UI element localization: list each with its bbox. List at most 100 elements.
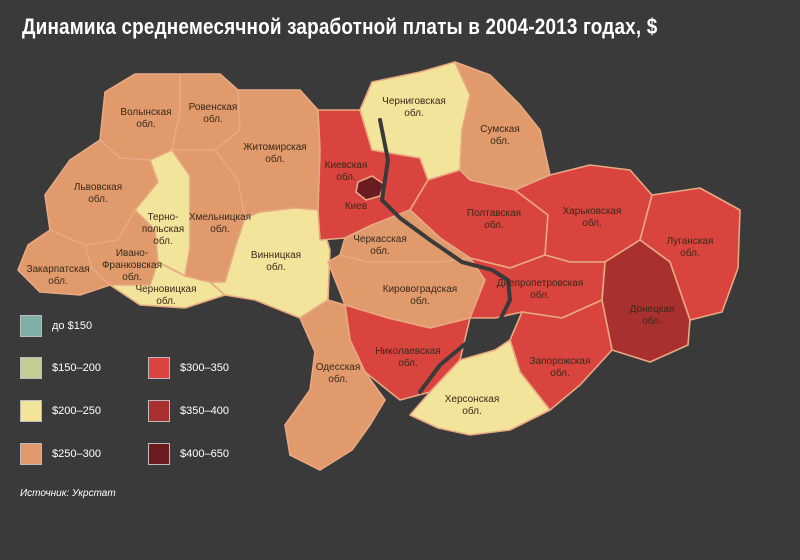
region-label-line: Одесская bbox=[316, 362, 361, 373]
region-label-khmelnytskyi: Хмельницкая обл. bbox=[189, 212, 251, 235]
region-label-line: Киевская bbox=[325, 160, 368, 171]
legend-item-300-350: $300–350 bbox=[148, 357, 229, 379]
legend-label: $300–350 bbox=[180, 362, 229, 374]
legend-label: $200–250 bbox=[52, 405, 101, 417]
region-label-line: обл. bbox=[642, 315, 661, 327]
region-label-line: Житомирская bbox=[243, 142, 306, 153]
source-note: Источник: Укрстат bbox=[20, 488, 116, 499]
region-label-volyn: Волынская обл. bbox=[120, 107, 171, 130]
region-label-ivano-frankivsk: Ивано-Франковская обл. bbox=[102, 248, 162, 283]
legend-swatch bbox=[148, 400, 170, 422]
legend-swatch bbox=[148, 443, 170, 465]
region-label-line: обл. bbox=[336, 171, 355, 183]
legend-item-up-to-150: до $150 bbox=[20, 315, 92, 337]
region-label-ternopil: Терно-польская обл. bbox=[142, 212, 184, 247]
legend-item-200-250: $200–250 bbox=[20, 400, 101, 422]
region-label-poltava: Полтавская обл. bbox=[467, 208, 521, 231]
region-label-line: Запорожская bbox=[530, 356, 591, 367]
region-label-mykolaiv: Николаевская обл. bbox=[375, 346, 440, 369]
region-label-line: обл. bbox=[484, 219, 503, 231]
legend-label: $250–300 bbox=[52, 448, 101, 460]
region-label-line: Полтавская bbox=[467, 208, 521, 219]
region-label-dnipropetrovsk: Днепропетровская обл. bbox=[497, 278, 584, 301]
region-label-line: Херсонская bbox=[445, 394, 500, 405]
region-label-line: Ивано- bbox=[116, 248, 148, 259]
region-kyiv-city[interactable] bbox=[355, 175, 385, 201]
region-label-zakarpattia: Закарпатская обл. bbox=[26, 264, 89, 287]
region-label-line: обл. bbox=[203, 113, 222, 125]
region-label-line: Волынская bbox=[120, 107, 171, 118]
region-label-line: обл. bbox=[210, 223, 229, 235]
region-label-line: обл. bbox=[136, 118, 155, 130]
region-label-line: Винницкая bbox=[251, 250, 301, 261]
region-label-chernihiv: Черниговская обл. bbox=[382, 96, 446, 119]
legend-label: $400–650 bbox=[180, 448, 229, 460]
region-kherson[interactable] bbox=[409, 339, 551, 436]
legend-label: $150–200 bbox=[52, 362, 101, 374]
region-label-line: Днепропетровская bbox=[497, 278, 584, 289]
region-label-kyiv-city: Киев bbox=[345, 201, 367, 212]
region-label-line: Закарпатская bbox=[26, 264, 89, 275]
region-label-odesa: Одесская обл. bbox=[316, 362, 361, 385]
region-label-cherkasy: Черкасская обл. bbox=[353, 234, 407, 257]
region-label-line: Хмельницкая bbox=[189, 212, 251, 223]
region-label-line: обл. bbox=[266, 261, 285, 273]
region-label-luhansk: Луганская обл. bbox=[667, 236, 714, 259]
region-label-line: польская bbox=[142, 224, 184, 235]
region-label-line: Черниговская bbox=[382, 96, 446, 107]
region-label-line: Кировоградская bbox=[383, 284, 457, 295]
region-label-lviv: Львовская обл. bbox=[74, 182, 122, 205]
region-label-line: Харьковская bbox=[563, 206, 622, 217]
legend-item-400-650: $400–650 bbox=[148, 443, 229, 465]
legend-swatch bbox=[20, 400, 42, 422]
legend-label: $350–400 bbox=[180, 405, 229, 417]
legend-swatch bbox=[20, 357, 42, 379]
region-label-vinnytsia: Винницкая обл. bbox=[251, 250, 301, 273]
legend-label: до $150 bbox=[52, 320, 93, 332]
legend-item-250-300: $250–300 bbox=[20, 443, 101, 465]
region-label-line: обл. bbox=[462, 405, 481, 417]
region-label-line: Донецкая bbox=[630, 304, 675, 315]
region-label-line: Сумская bbox=[480, 124, 520, 135]
region-label-kyiv-obl: Киевская обл. bbox=[325, 160, 368, 183]
region-odesa[interactable] bbox=[284, 299, 386, 471]
region-label-kherson: Херсонская обл. bbox=[445, 394, 500, 417]
region-label-sumy: Сумская обл. bbox=[480, 124, 520, 147]
region-label-line: обл. bbox=[265, 153, 284, 165]
region-label-line: обл. bbox=[370, 245, 389, 257]
region-label-line: Черновицкая bbox=[135, 284, 196, 295]
region-label-line: обл. bbox=[328, 373, 347, 385]
region-label-line: обл. bbox=[680, 247, 699, 259]
region-label-line: обл. bbox=[582, 217, 601, 229]
legend-swatch bbox=[20, 443, 42, 465]
region-label-rivne: Ровенская обл. bbox=[189, 102, 238, 125]
region-label-line: обл. bbox=[490, 135, 509, 147]
region-label-line: Николаевская bbox=[375, 346, 440, 357]
region-label-line: Ровенская bbox=[189, 102, 238, 113]
region-label-donetsk: Донецкая обл. bbox=[630, 304, 675, 327]
region-label-chernivtsi: Черновицкая обл. bbox=[135, 284, 196, 307]
region-label-line: Львовская bbox=[74, 182, 122, 193]
region-label-line: обл. bbox=[550, 367, 569, 379]
region-label-line: обл. bbox=[410, 295, 429, 307]
legend-item-150-200: $150–200 bbox=[20, 357, 101, 379]
region-label-kirovohrad: Кировоградская обл. bbox=[383, 284, 457, 307]
region-label-line: Луганская bbox=[667, 236, 714, 247]
legend-swatch bbox=[20, 315, 42, 337]
region-label-zaporizhzhia: Запорожская обл. bbox=[530, 356, 591, 379]
region-label-line: обл. bbox=[530, 289, 549, 301]
region-label-line: обл. bbox=[122, 271, 141, 283]
region-label-line: обл. bbox=[156, 295, 175, 307]
dnieper-river bbox=[378, 118, 513, 394]
region-label-line: обл. bbox=[404, 107, 423, 119]
legend-item-350-400: $350–400 bbox=[148, 400, 229, 422]
region-label-line: Терно- bbox=[147, 212, 178, 223]
region-label-line: обл. bbox=[398, 357, 417, 369]
region-label-kharkiv: Харьковская обл. bbox=[563, 206, 622, 229]
legend-swatch bbox=[148, 357, 170, 379]
region-label-line: Франковская bbox=[102, 260, 162, 271]
region-label-line: обл. bbox=[153, 235, 172, 247]
region-label-line: обл. bbox=[48, 275, 67, 287]
region-label-zhytomyr: Житомирская обл. bbox=[243, 142, 306, 165]
